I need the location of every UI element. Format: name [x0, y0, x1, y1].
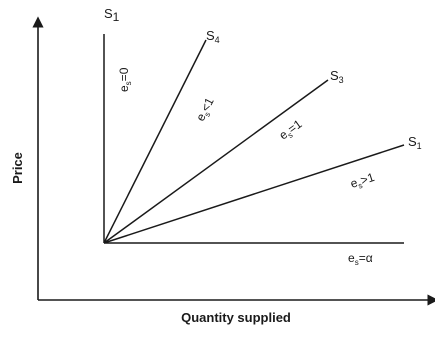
curve-label-s-inelastic: S4 [206, 28, 220, 45]
x-axis-title: Quantity supplied [181, 310, 291, 325]
supply-line-elastic [103, 144, 405, 244]
supply-line-inelastic [103, 39, 207, 244]
curve-label-s-unit: S3 [330, 68, 344, 85]
supply-line-unit-elastic [103, 79, 329, 244]
elasticity-label-infinite: es=α [348, 251, 373, 267]
elasticity-label-less-than-one: es<1 [193, 95, 218, 124]
elasticity-label-zero: es=0 [117, 67, 133, 92]
elasticity-label-equal-one: es=1 [277, 117, 306, 144]
y-axis-title: Price [10, 152, 25, 184]
elasticity-label-greater-than-one: es>1 [349, 170, 377, 193]
curve-label-s-vertical: S1 [104, 6, 120, 24]
curve-label-s-elastic: S1 [408, 134, 422, 151]
